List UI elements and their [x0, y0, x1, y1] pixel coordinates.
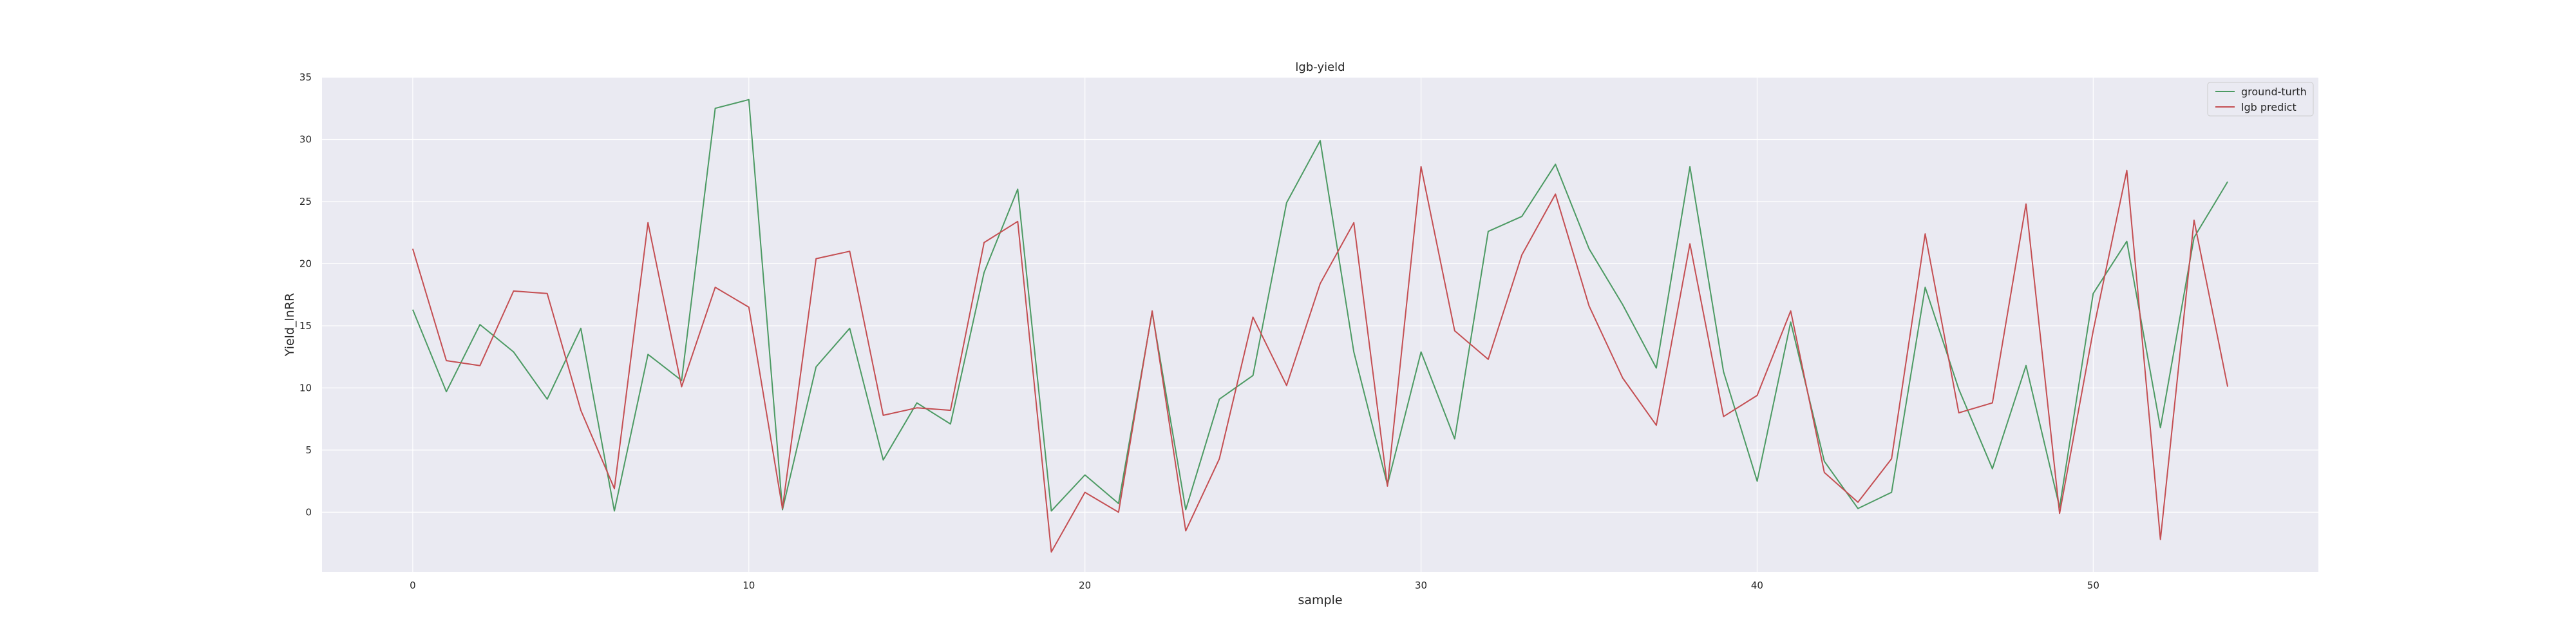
- x-axis-label: sample: [1298, 593, 1342, 607]
- y-tick-label: 30: [299, 133, 312, 145]
- series-line-ground-turth: [412, 99, 2228, 512]
- series-layer: [412, 99, 2229, 553]
- y-tick-label: 10: [299, 382, 312, 393]
- axis-ticks: 0 5 10 15 20 25 30 35 0 10 20 30 40 50: [299, 71, 2099, 591]
- y-tick-label: 15: [299, 320, 312, 332]
- legend-label-ground-turth: ground-turth: [2241, 86, 2307, 98]
- x-tick-label: 20: [1079, 580, 1091, 591]
- series-line-lgb-predict: [412, 166, 2229, 553]
- grid-lines: [322, 77, 2318, 572]
- y-tick-label: 35: [299, 71, 312, 83]
- x-tick-label: 40: [1751, 580, 1763, 591]
- legend: ground-turth lgb predict: [2207, 82, 2314, 117]
- y-tick-label: 5: [305, 444, 312, 456]
- chart-title: lgb-yield: [1295, 61, 1345, 74]
- x-tick-label: 10: [743, 580, 755, 591]
- x-tick-label: 50: [2087, 580, 2099, 591]
- plot-area: [322, 77, 2318, 572]
- legend-label-lgb-predict: lgb predict: [2241, 101, 2297, 113]
- y-tick-label: 25: [299, 196, 312, 207]
- x-tick-label: 0: [410, 580, 416, 591]
- y-tick-label: 20: [299, 258, 312, 269]
- y-axis-label: Yield_lnRR: [283, 293, 297, 357]
- x-tick-label: 30: [1415, 580, 1427, 591]
- y-tick-label: 0: [305, 506, 312, 518]
